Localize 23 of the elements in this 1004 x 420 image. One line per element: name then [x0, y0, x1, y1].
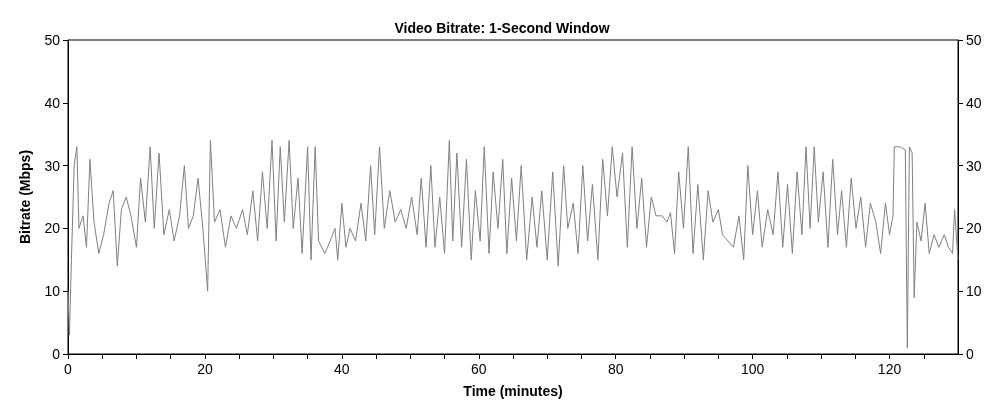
y2-tick-label: 0	[966, 346, 974, 362]
x-tick-label: 80	[607, 361, 624, 377]
x-tick-label: 60	[470, 361, 487, 377]
chart-title: Video Bitrate: 1-Second Window	[394, 20, 610, 36]
y-tick-label: 10	[44, 283, 61, 300]
x-tick-label: 120	[877, 361, 902, 377]
y2-tick-label: 30	[966, 157, 982, 174]
y-tick-label: 20	[44, 220, 61, 237]
y-axis-title: Bitrate (Mbps)	[17, 149, 33, 245]
y-tick-label: 50	[44, 32, 61, 48]
y2-tick-label: 40	[966, 94, 982, 111]
x-tick-label: 0	[64, 361, 73, 377]
y-tick-label: 40	[44, 94, 61, 111]
x-axis-title: Time (minutes)	[463, 383, 563, 399]
y-tick-label: 0	[52, 346, 61, 362]
line-series	[67, 139, 959, 349]
y2-tick-label: 50	[966, 32, 982, 48]
y-tick-label: 30	[44, 157, 61, 174]
y2-tick-label: 10	[966, 283, 982, 300]
x-tick-label: 40	[334, 361, 350, 377]
x-tick-label: 20	[197, 361, 213, 377]
x-tick-label: 100	[740, 361, 765, 377]
y2-tick-label: 20	[966, 220, 982, 237]
